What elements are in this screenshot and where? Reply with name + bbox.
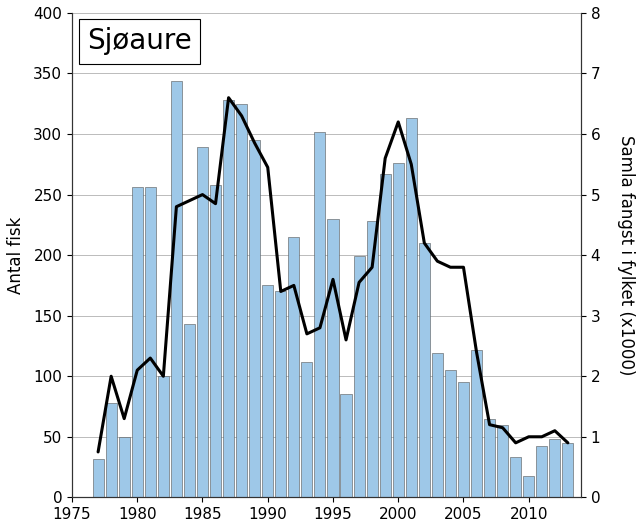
Bar xyxy=(132,187,143,497)
Bar xyxy=(379,174,391,497)
Bar xyxy=(458,382,469,497)
Bar xyxy=(171,81,182,497)
Bar xyxy=(367,221,377,497)
Bar xyxy=(484,418,495,497)
Bar xyxy=(471,350,482,497)
Bar xyxy=(236,104,247,497)
Bar xyxy=(419,243,430,497)
Bar xyxy=(249,140,260,497)
Text: Sjøaure: Sjøaure xyxy=(87,28,192,56)
Bar xyxy=(340,395,352,497)
Bar xyxy=(354,257,365,497)
Bar xyxy=(497,425,508,497)
Bar xyxy=(119,437,130,497)
Bar xyxy=(158,376,169,497)
Bar xyxy=(262,286,273,497)
Bar xyxy=(327,219,338,497)
Bar xyxy=(510,458,521,497)
Y-axis label: Antal fisk: Antal fisk xyxy=(7,216,25,294)
Bar xyxy=(445,370,456,497)
Y-axis label: Samla fangst i fylket (x1000): Samla fangst i fylket (x1000) xyxy=(617,135,635,376)
Bar xyxy=(523,476,534,497)
Bar xyxy=(275,291,286,497)
Bar xyxy=(92,459,103,497)
Bar xyxy=(550,439,560,497)
Bar xyxy=(144,187,156,497)
Bar xyxy=(105,403,117,497)
Bar xyxy=(223,100,234,497)
Bar xyxy=(210,185,221,497)
Bar xyxy=(536,446,548,497)
Bar xyxy=(315,132,325,497)
Bar xyxy=(197,148,208,497)
Bar xyxy=(562,443,573,497)
Bar xyxy=(432,353,443,497)
Bar xyxy=(393,163,404,497)
Bar xyxy=(184,324,195,497)
Bar xyxy=(301,362,313,497)
Bar xyxy=(406,118,417,497)
Bar xyxy=(288,237,299,497)
